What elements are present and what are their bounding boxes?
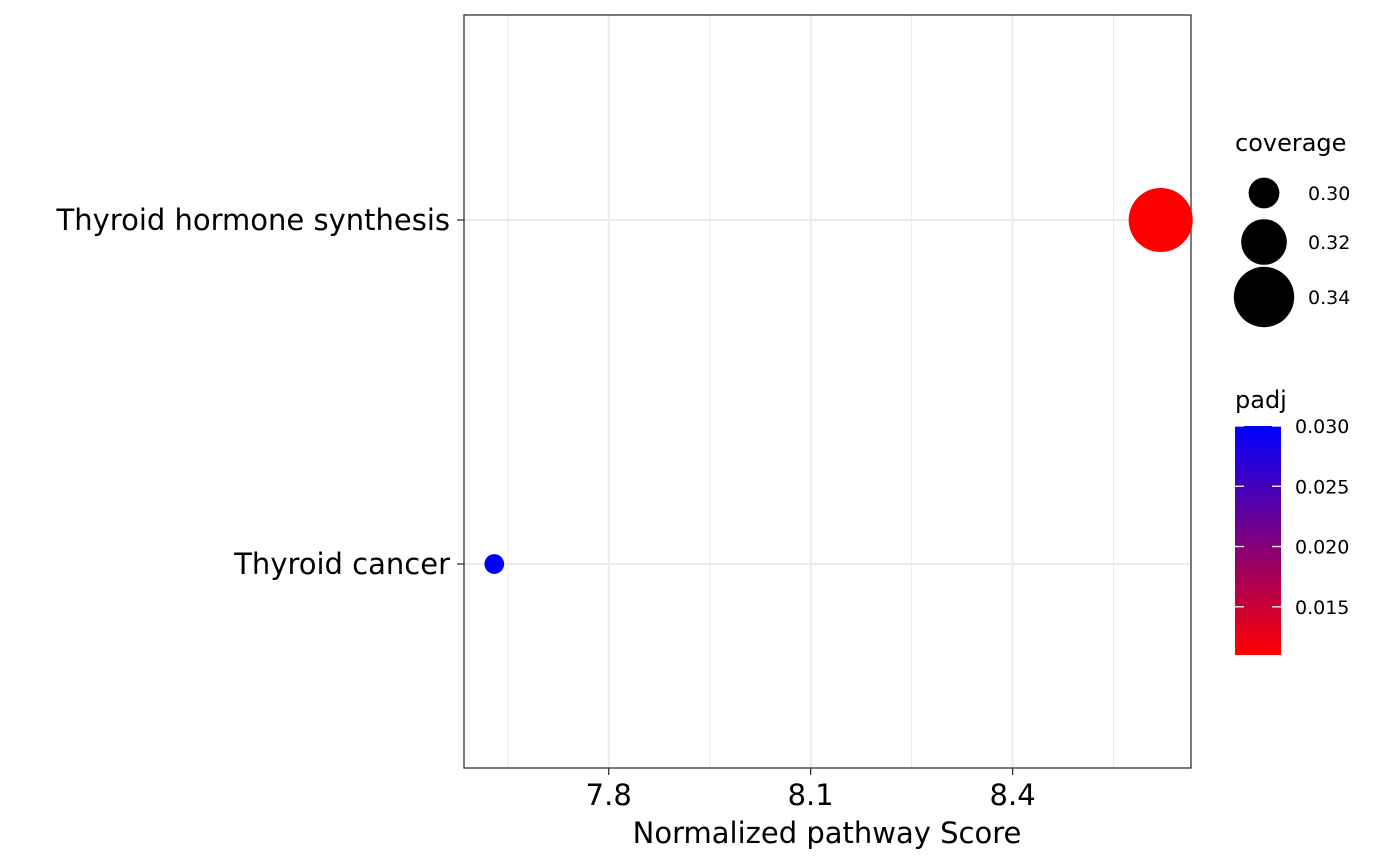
color-bar-label: 0.015	[1295, 597, 1349, 619]
y-tick-label: Thyroid cancer	[233, 547, 450, 581]
y-tick-label: Thyroid hormone synthesis	[56, 203, 450, 237]
size-legend-label: 0.30	[1308, 183, 1350, 205]
color-bar-label: 0.030	[1295, 416, 1349, 438]
data-point	[1128, 187, 1193, 253]
x-tick-label: 7.8	[586, 778, 632, 812]
plot-border	[463, 14, 1192, 769]
size-legend-key	[1241, 219, 1287, 265]
size-legend-key	[1233, 266, 1295, 328]
size-legend-key	[1248, 177, 1280, 209]
x-tick-label: 8.4	[990, 778, 1036, 812]
color-bar-label: 0.025	[1295, 476, 1349, 498]
grid	[464, 15, 1191, 768]
legend: coverage padj 0.30 0.32 0.34 0.030 0.025 0.02…	[1233, 129, 1350, 655]
color-bar-label: 0.020	[1295, 537, 1349, 559]
color-legend-title: padj	[1235, 386, 1287, 414]
x-tick-label: 8.1	[788, 778, 834, 812]
size-legend-label: 0.32	[1308, 232, 1350, 254]
data-point	[484, 554, 505, 574]
plot-background	[464, 15, 1191, 768]
x-axis-title: Normalized pathway Score	[633, 816, 1022, 850]
size-legend-title: coverage	[1235, 129, 1346, 157]
axes: 7.8 8.1 8.4 Thyroid hormone synthesis Thyroi…	[56, 203, 1036, 812]
size-legend-label: 0.34	[1308, 287, 1350, 309]
points	[484, 187, 1193, 574]
color-bar	[1235, 426, 1281, 655]
